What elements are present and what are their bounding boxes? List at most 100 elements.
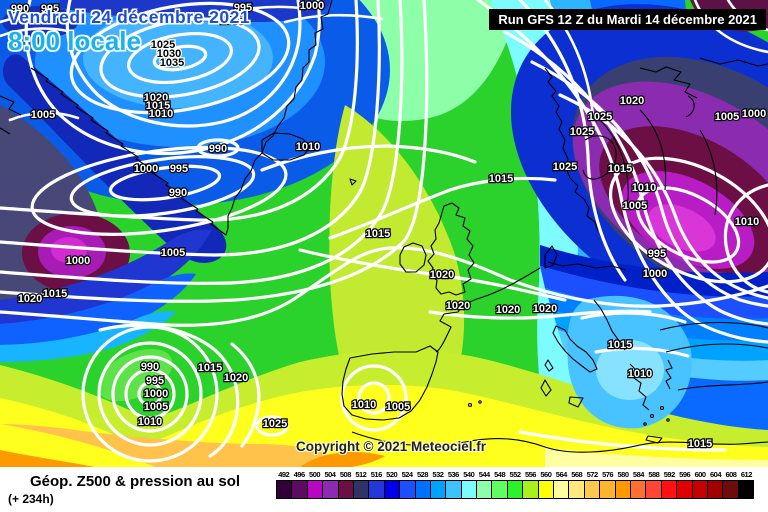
weather-map-art: 990 995 995 1000100510251030103510201015101… xyxy=(0,0,768,467)
pressure-label: 1015 xyxy=(489,173,513,185)
valid-time: 8:00 locale xyxy=(8,26,141,57)
pressure-label: 1015 xyxy=(608,163,632,175)
colorbar-swatches xyxy=(276,480,754,499)
pressure-label: 1000 xyxy=(144,388,168,400)
colorbar-swatch xyxy=(445,481,461,498)
pressure-label: 1015 xyxy=(146,100,170,112)
pressure-label: 1000 xyxy=(742,108,766,120)
colorbar-value: 612 xyxy=(740,470,753,479)
colorbar-swatch xyxy=(337,481,353,498)
pressure-label: 1000 xyxy=(66,255,90,267)
colorbar-swatch xyxy=(676,481,692,498)
colorbar-value: 520 xyxy=(386,470,398,479)
pressure-label: 1030 xyxy=(157,48,181,60)
pressure-label: 1010 xyxy=(149,108,173,120)
pressure-label: 1025 xyxy=(151,39,175,51)
pressure-label: 1010 xyxy=(628,368,652,380)
colorbar-value: 564 xyxy=(555,470,568,479)
colorbar-value: 580 xyxy=(617,470,629,479)
colorbar-swatch xyxy=(506,481,523,498)
colorbar-value: 492 xyxy=(278,470,290,479)
colorbar-swatch xyxy=(368,481,384,498)
colorbar-value: 596 xyxy=(679,470,691,479)
colorbar-value: 588 xyxy=(648,470,660,479)
pressure-label: 1015 xyxy=(198,362,222,374)
pressure-label: 1025 xyxy=(553,161,577,173)
colorbar-value: 540 xyxy=(463,470,475,479)
pressure-label: 1005 xyxy=(144,401,168,413)
colorbar-value: 536 xyxy=(447,470,460,479)
colorbar-swatch xyxy=(553,481,569,498)
colorbar-value: 512 xyxy=(355,470,367,479)
pressure-label: 995 xyxy=(41,3,59,15)
pressure-label: 1035 xyxy=(160,57,184,69)
pressure-label: 1020 xyxy=(144,92,168,104)
colorbar-value: 508 xyxy=(339,470,352,479)
colorbar-value: 600 xyxy=(694,470,707,479)
colorbar-value: 576 xyxy=(602,470,614,479)
pressure-label: 1020 xyxy=(18,293,42,305)
pressure-label: 990 xyxy=(169,187,187,199)
legend-bar: Géop. Z500 & pression au sol (+ 234h) 49… xyxy=(0,467,768,512)
pressure-label: 1025 xyxy=(263,418,287,430)
colorbar-value: 532 xyxy=(432,470,444,479)
colorbar-swatch xyxy=(414,481,430,498)
pressure-label: 1020 xyxy=(224,372,248,384)
pressure-label: 1000 xyxy=(643,268,667,280)
colorbar-value: 524 xyxy=(401,470,414,479)
colorbar-swatch xyxy=(291,481,307,498)
pressure-label: 1025 xyxy=(570,126,594,138)
pressure-label: 1000 xyxy=(300,0,324,12)
pressure-label: 1010 xyxy=(352,399,376,411)
colorbar-swatch xyxy=(722,481,738,498)
colorbar-swatch xyxy=(599,481,615,498)
colorbar-swatch xyxy=(568,481,584,498)
pressure-label: 1005 xyxy=(386,401,410,413)
map-canvas: 990 995 995 1000 1005 1025 1030 1035 1020 1015 101… xyxy=(0,0,768,467)
pressure-label: 995 xyxy=(170,163,188,175)
pressure-label: 990 xyxy=(141,361,159,373)
colorbar-value: 548 xyxy=(494,470,506,479)
colorbar-swatch xyxy=(383,481,400,498)
colorbar-swatch xyxy=(306,481,323,498)
colorbar-swatch xyxy=(322,481,338,498)
pressure-label: 1005 xyxy=(220,15,244,27)
colorbar-values: 492 496 500 504 508 512 516 520 524 528 532 536 540 5… xyxy=(276,470,754,479)
colorbar-value: 544 xyxy=(478,470,491,479)
pressure-label: 995 xyxy=(234,2,252,14)
colorbar-swatch xyxy=(460,481,477,498)
model-run-info: Run GFS 12 Z du Mardi 14 décembre 2021 xyxy=(489,9,766,30)
copyright-notice: Copyright © 2021 Meteociel.fr xyxy=(296,439,486,454)
pressure-label: 990 xyxy=(11,3,29,15)
colorbar-value: 604 xyxy=(710,470,722,479)
pressure-label: 1015 xyxy=(43,288,67,300)
pressure-label: 1005 xyxy=(161,247,185,259)
colorbar-swatch xyxy=(706,481,723,498)
pressure-label: 1015 xyxy=(688,438,712,450)
colorbar-swatch xyxy=(583,481,600,498)
colorbar-swatch xyxy=(491,481,507,498)
pressure-label: 1020 xyxy=(430,269,454,281)
colorbar-value: 504 xyxy=(324,470,336,479)
colorbar-value: 496 xyxy=(293,470,306,479)
forecast-hour: (+ 234h) xyxy=(8,492,54,506)
colorbar-swatch xyxy=(660,481,677,498)
colorbar-value: 560 xyxy=(540,470,552,479)
colorbar-value: 528 xyxy=(417,470,429,479)
colorbar-swatch xyxy=(614,481,630,498)
pressure-label: 1020 xyxy=(620,95,644,107)
pressure-label: 1010 xyxy=(138,416,162,428)
colorbar-swatch xyxy=(629,481,646,498)
colorbar-swatch xyxy=(399,481,415,498)
pressure-label: 1015 xyxy=(366,228,390,240)
pressure-label: 1005 xyxy=(623,200,647,212)
colorbar-value: 572 xyxy=(586,470,599,479)
colorbar-swatch xyxy=(691,481,707,498)
colorbar-swatch xyxy=(476,481,492,498)
pressure-label: 1020 xyxy=(446,300,470,312)
colorbar-value: 552 xyxy=(509,470,522,479)
colorbar-swatch xyxy=(352,481,369,498)
legend-title: Géop. Z500 & pression au sol xyxy=(30,473,241,490)
pressure-label: 995 xyxy=(146,375,164,387)
valid-date: Vendredi 24 décembre 2021 xyxy=(8,7,251,27)
